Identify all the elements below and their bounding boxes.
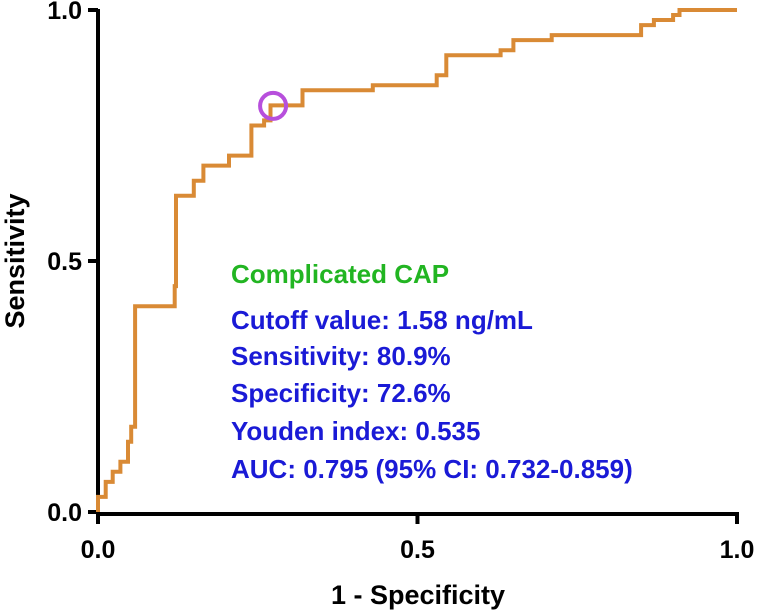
annotation-sensitivity: Sensitivity: 80.9% xyxy=(231,341,451,371)
y-tick-label: 0.0 xyxy=(47,499,82,527)
cutoff-point-marker xyxy=(258,90,289,121)
x-tick-group: 0.0 0.5 1.0 xyxy=(81,514,755,564)
y-tick-label: 1.0 xyxy=(47,0,82,25)
x-tick-label: 0.5 xyxy=(400,536,435,564)
x-tick-label: 1.0 xyxy=(720,536,755,564)
y-tick-label: 0.5 xyxy=(47,248,82,276)
annotation-specificity: Specificity: 72.6% xyxy=(231,378,451,408)
roc-curve-line xyxy=(96,8,737,512)
annotation-cutoff: Cutoff value: 1.58 ng/mL xyxy=(231,305,533,335)
y-axis-title: Sensitivity xyxy=(0,193,30,328)
annotation-auc: AUC: 0.795 (95% CI: 0.732-0.859) xyxy=(231,454,633,484)
x-tick-label: 0.0 xyxy=(81,536,116,564)
y-tick-group: 0.0 0.5 1.0 xyxy=(47,0,98,527)
x-axis-title: 1 - Specificity xyxy=(331,580,505,610)
annotation-youden: Youden index: 0.535 xyxy=(231,416,480,446)
annotation-group-title: Complicated CAP xyxy=(231,259,449,289)
